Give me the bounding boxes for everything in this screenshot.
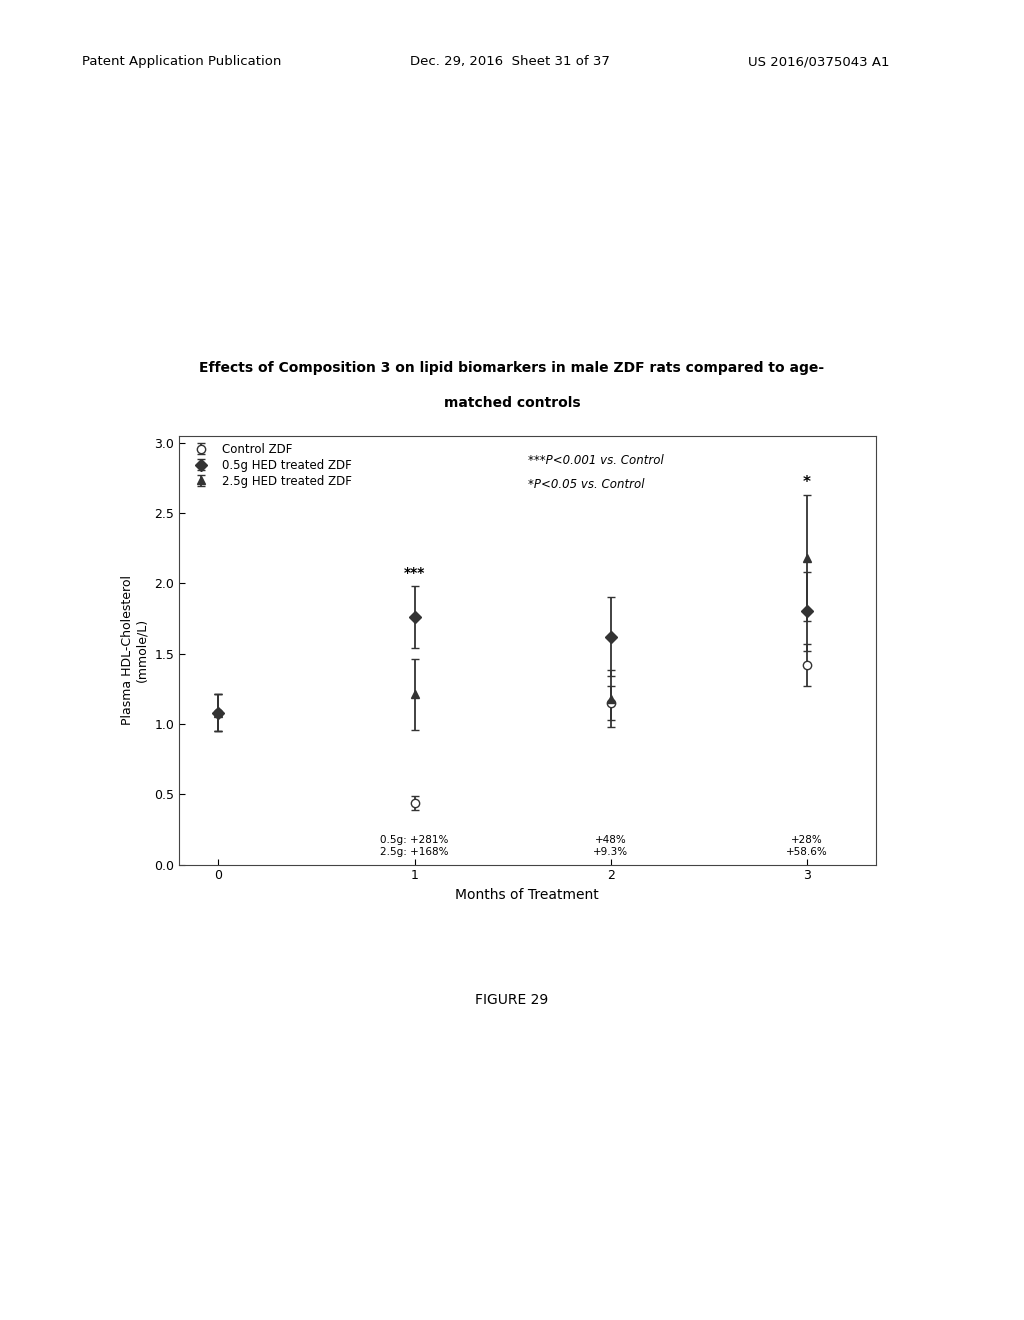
Text: *: * [803,475,811,491]
Text: +28%: +28% [791,836,822,845]
Text: +9.3%: +9.3% [593,847,629,857]
Y-axis label: Plasma HDL-Cholesterol
(mmole/L): Plasma HDL-Cholesterol (mmole/L) [121,576,148,725]
Text: ***: *** [403,566,425,581]
Text: Effects of Composition 3 on lipid biomarkers in male ZDF rats compared to age-: Effects of Composition 3 on lipid biomar… [200,360,824,375]
Text: Patent Application Publication: Patent Application Publication [82,55,282,69]
Text: ***P<0.001 vs. Control: ***P<0.001 vs. Control [528,454,665,467]
Text: FIGURE 29: FIGURE 29 [475,993,549,1007]
X-axis label: Months of Treatment: Months of Treatment [456,888,599,902]
Text: +58.6%: +58.6% [786,847,827,857]
Text: 2.5g: +168%: 2.5g: +168% [380,847,449,857]
Text: +48%: +48% [595,836,627,845]
Text: matched controls: matched controls [443,396,581,411]
Text: *P<0.05 vs. Control: *P<0.05 vs. Control [528,478,645,491]
Text: Dec. 29, 2016  Sheet 31 of 37: Dec. 29, 2016 Sheet 31 of 37 [410,55,609,69]
Legend: Control ZDF, 0.5g HED treated ZDF, 2.5g HED treated ZDF: Control ZDF, 0.5g HED treated ZDF, 2.5g … [181,438,356,492]
Text: 0.5g: +281%: 0.5g: +281% [380,836,449,845]
Text: US 2016/0375043 A1: US 2016/0375043 A1 [748,55,889,69]
